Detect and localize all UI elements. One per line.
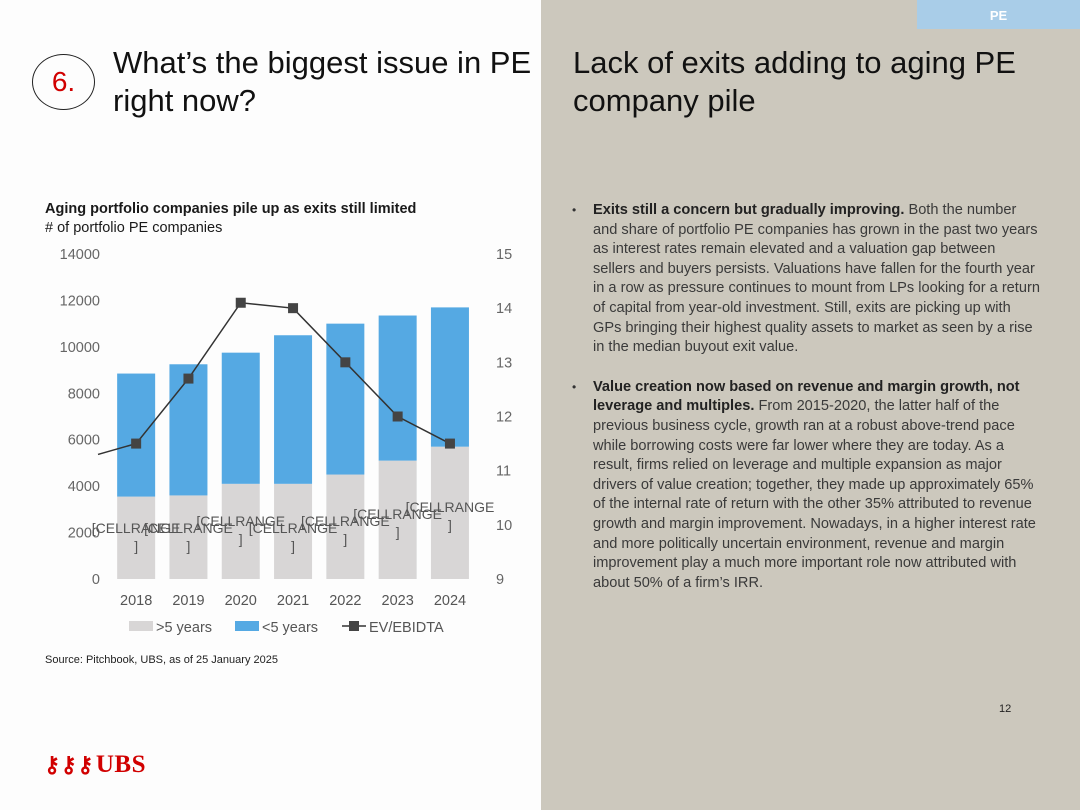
data-label: ] (448, 517, 452, 533)
bar-under-5-years (117, 373, 156, 497)
data-label: [CELLRANGE (196, 513, 285, 529)
x-tick-label: 2022 (329, 593, 361, 609)
y-left-tick-label: 8000 (68, 386, 100, 402)
data-label: ] (396, 524, 400, 540)
y-left-tick-label: 12000 (60, 293, 100, 309)
chart-subtitle: # of portfolio PE companies (45, 220, 223, 236)
y-left-tick-label: 0 (92, 572, 100, 588)
data-label: ] (239, 531, 243, 547)
bullet-dot-icon: • (572, 379, 577, 394)
ev-ebitda-marker (444, 438, 455, 449)
bar-under-5-years (326, 323, 365, 475)
y-right-tick-label: 13 (496, 355, 512, 371)
section-tag: PE (917, 0, 1080, 29)
bullet-list: • Exits still a concern but gradually im… (570, 201, 1040, 613)
y-left-tick-label: 4000 (68, 479, 100, 495)
data-label: [CELLRANGE (144, 520, 233, 536)
data-label: [CELLRANGE (301, 513, 390, 529)
x-tick-label: 2023 (382, 593, 414, 609)
x-tick-label: 2020 (225, 593, 257, 609)
ubs-logo: ⚷⚷⚷UBS (44, 751, 146, 779)
left-title: What’s the biggest issue in PE right now… (113, 45, 532, 118)
legend-label: <5 years (262, 620, 318, 636)
ubs-keys-icon: ⚷⚷⚷ (44, 752, 94, 777)
ev-ebitda-marker (183, 373, 194, 384)
legend-label: >5 years (156, 620, 212, 636)
y-left-tick-label: 14000 (60, 247, 100, 263)
data-label: ] (343, 531, 347, 547)
legend-label: EV/EBIDTA (369, 620, 444, 636)
ev-ebitda-marker (235, 297, 246, 308)
page-number: 12 (999, 703, 1012, 715)
y-right-tick-label: 9 (496, 572, 504, 588)
y-left-tick-label: 6000 (68, 433, 100, 449)
bar-under-5-years (169, 364, 208, 496)
y-right-tick-label: 14 (496, 301, 512, 317)
x-tick-label: 2024 (434, 593, 466, 609)
data-label: [CELLRANGE (249, 520, 338, 536)
bullet-heading: Exits still a concern but gradually impr… (593, 202, 905, 218)
ev-ebitda-line (97, 301, 451, 456)
bullet-dot-icon: • (572, 203, 577, 217)
y-right-tick-label: 12 (496, 410, 512, 426)
data-label: ] (134, 538, 138, 554)
data-label: [CELLRANGE (92, 520, 181, 536)
chart-title: Aging portfolio companies pile up as exi… (45, 201, 417, 217)
y-left-tick-label: 2000 (68, 526, 100, 542)
bar-over-5-years (221, 483, 260, 579)
y-left-tick-label: 10000 (60, 340, 100, 356)
y-right-tick-label: 11 (496, 464, 511, 480)
ev-ebitda-marker (340, 357, 351, 368)
legend-swatch (129, 621, 153, 631)
ev-ebitda-marker (392, 411, 403, 422)
y-right-tick-label: 15 (496, 247, 512, 263)
right-title: Lack of exits adding to aging PE company… (573, 45, 1016, 118)
logo-text: UBS (95, 751, 146, 778)
bar-over-5-years (378, 460, 417, 579)
data-label: ] (187, 538, 191, 554)
bar-over-5-years (169, 495, 208, 579)
right-panel (541, 0, 1080, 810)
x-tick-label: 2019 (172, 593, 204, 609)
bar-over-5-years (117, 496, 156, 579)
bullet-item: • Exits still a concern but gradually im… (570, 201, 1040, 358)
data-label: [CELLRANGE (353, 506, 442, 522)
bar-under-5-years (221, 352, 260, 484)
bullet-item: • Value creation now based on revenue an… (570, 378, 1040, 594)
x-tick-label: 2021 (277, 593, 309, 609)
bar-over-5-years (274, 483, 313, 579)
section-number: 6. (32, 54, 95, 110)
bullet-body: Both the number and share of portfolio P… (593, 202, 1040, 356)
bullet-heading: Value creation now based on revenue and … (593, 378, 1020, 415)
data-label: ] (291, 538, 295, 554)
ev-ebitda-marker (288, 303, 299, 314)
bar-under-5-years (430, 307, 469, 447)
bar-under-5-years (274, 335, 313, 484)
bar-over-5-years (326, 474, 365, 579)
legend-swatch-marker (349, 621, 359, 631)
portfolio-chart: 0 2000 4000 6000 8000 10000 12000 14000 9 10 11 12 1… (60, 247, 512, 636)
legend-swatch (235, 621, 259, 631)
x-tick-label: 2018 (120, 593, 152, 609)
y-right-tick-label: 10 (496, 518, 512, 534)
bullet-body: From 2015-2020, the latter half of the p… (593, 398, 1036, 591)
chart-source: Source: Pitchbook, UBS, as of 25 January… (45, 654, 278, 666)
data-label: [CELLRANGE (406, 499, 495, 515)
ev-ebitda-marker (131, 438, 142, 449)
bar-under-5-years (378, 315, 417, 461)
bar-over-5-years (430, 446, 469, 579)
